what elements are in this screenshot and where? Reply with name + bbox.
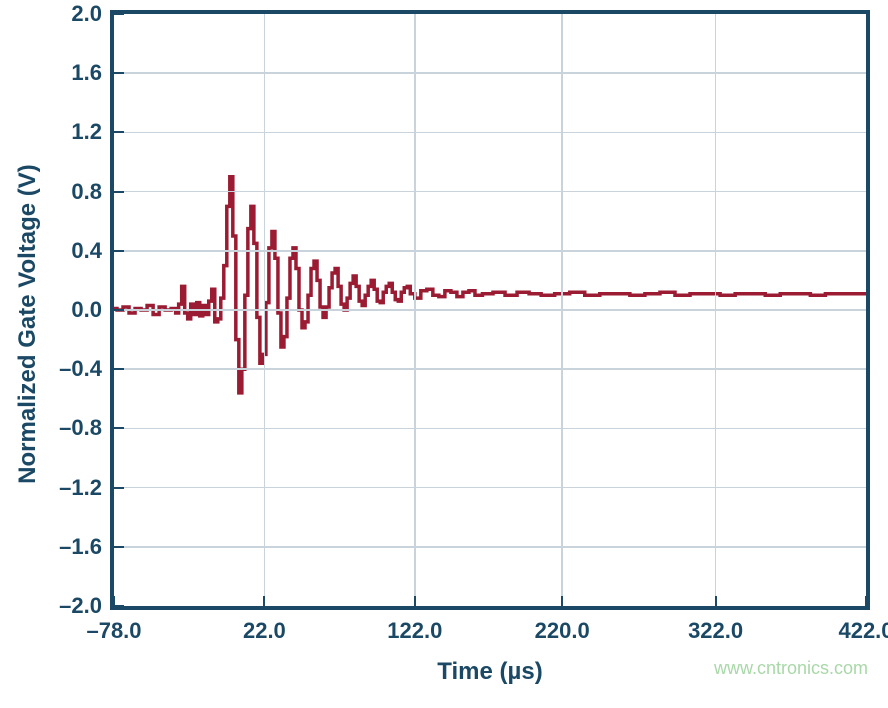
y-tick-label: 0.8 bbox=[71, 179, 102, 205]
y-tick bbox=[114, 546, 124, 548]
y-tick bbox=[114, 427, 124, 429]
gridline-vertical bbox=[264, 14, 266, 606]
x-axis-label: Time (µs) bbox=[437, 658, 542, 686]
y-tick-label: 2.0 bbox=[71, 1, 102, 27]
gridline-horizontal bbox=[114, 487, 866, 489]
chart-container: Time (µs) Normalized Gate Voltage (V) ww… bbox=[0, 0, 888, 708]
x-tick-label: 422.0 bbox=[838, 618, 888, 644]
x-tick bbox=[865, 596, 867, 606]
gridline-horizontal bbox=[114, 309, 866, 311]
x-tick bbox=[414, 596, 416, 606]
y-tick bbox=[114, 131, 124, 133]
x-tick bbox=[113, 596, 115, 606]
gridline-horizontal bbox=[114, 546, 866, 548]
x-tick-label: –78.0 bbox=[86, 618, 141, 644]
x-tick bbox=[561, 596, 563, 606]
gridline-horizontal bbox=[114, 428, 866, 430]
y-tick bbox=[114, 250, 124, 252]
gridline-vertical bbox=[561, 14, 563, 606]
y-tick-label: –2.0 bbox=[59, 593, 102, 619]
x-tick-label: 220.0 bbox=[535, 618, 590, 644]
y-tick-label: –0.8 bbox=[59, 415, 102, 441]
y-tick-label: 1.2 bbox=[71, 119, 102, 145]
gridline-horizontal bbox=[114, 250, 866, 252]
gridline-horizontal bbox=[114, 72, 866, 74]
y-tick bbox=[114, 368, 124, 370]
y-tick-label: –0.4 bbox=[59, 356, 102, 382]
y-tick-label: 1.6 bbox=[71, 60, 102, 86]
y-tick bbox=[114, 13, 124, 15]
y-tick-label: 0.0 bbox=[71, 297, 102, 323]
y-tick bbox=[114, 605, 124, 607]
y-tick-label: 0.4 bbox=[71, 238, 102, 264]
gridline-horizontal bbox=[114, 132, 866, 134]
y-axis-label: Normalized Gate Voltage (V) bbox=[14, 164, 42, 484]
x-tick bbox=[263, 596, 265, 606]
x-tick bbox=[715, 596, 717, 606]
watermark-text: www.cntronics.com bbox=[714, 658, 868, 679]
y-tick-label: –1.2 bbox=[59, 475, 102, 501]
y-tick bbox=[114, 72, 124, 74]
x-tick-label: 322.0 bbox=[688, 618, 743, 644]
gridline-horizontal bbox=[114, 191, 866, 193]
y-tick bbox=[114, 309, 124, 311]
y-tick bbox=[114, 191, 124, 193]
x-tick-label: 22.0 bbox=[243, 618, 286, 644]
y-tick bbox=[114, 487, 124, 489]
gridline-vertical bbox=[414, 14, 416, 606]
waveform-path bbox=[114, 177, 866, 393]
x-tick-label: 122.0 bbox=[387, 618, 442, 644]
plot-area bbox=[110, 10, 870, 610]
y-tick-label: –1.6 bbox=[59, 534, 102, 560]
gridline-horizontal bbox=[114, 368, 866, 370]
gridline-vertical bbox=[715, 14, 717, 606]
